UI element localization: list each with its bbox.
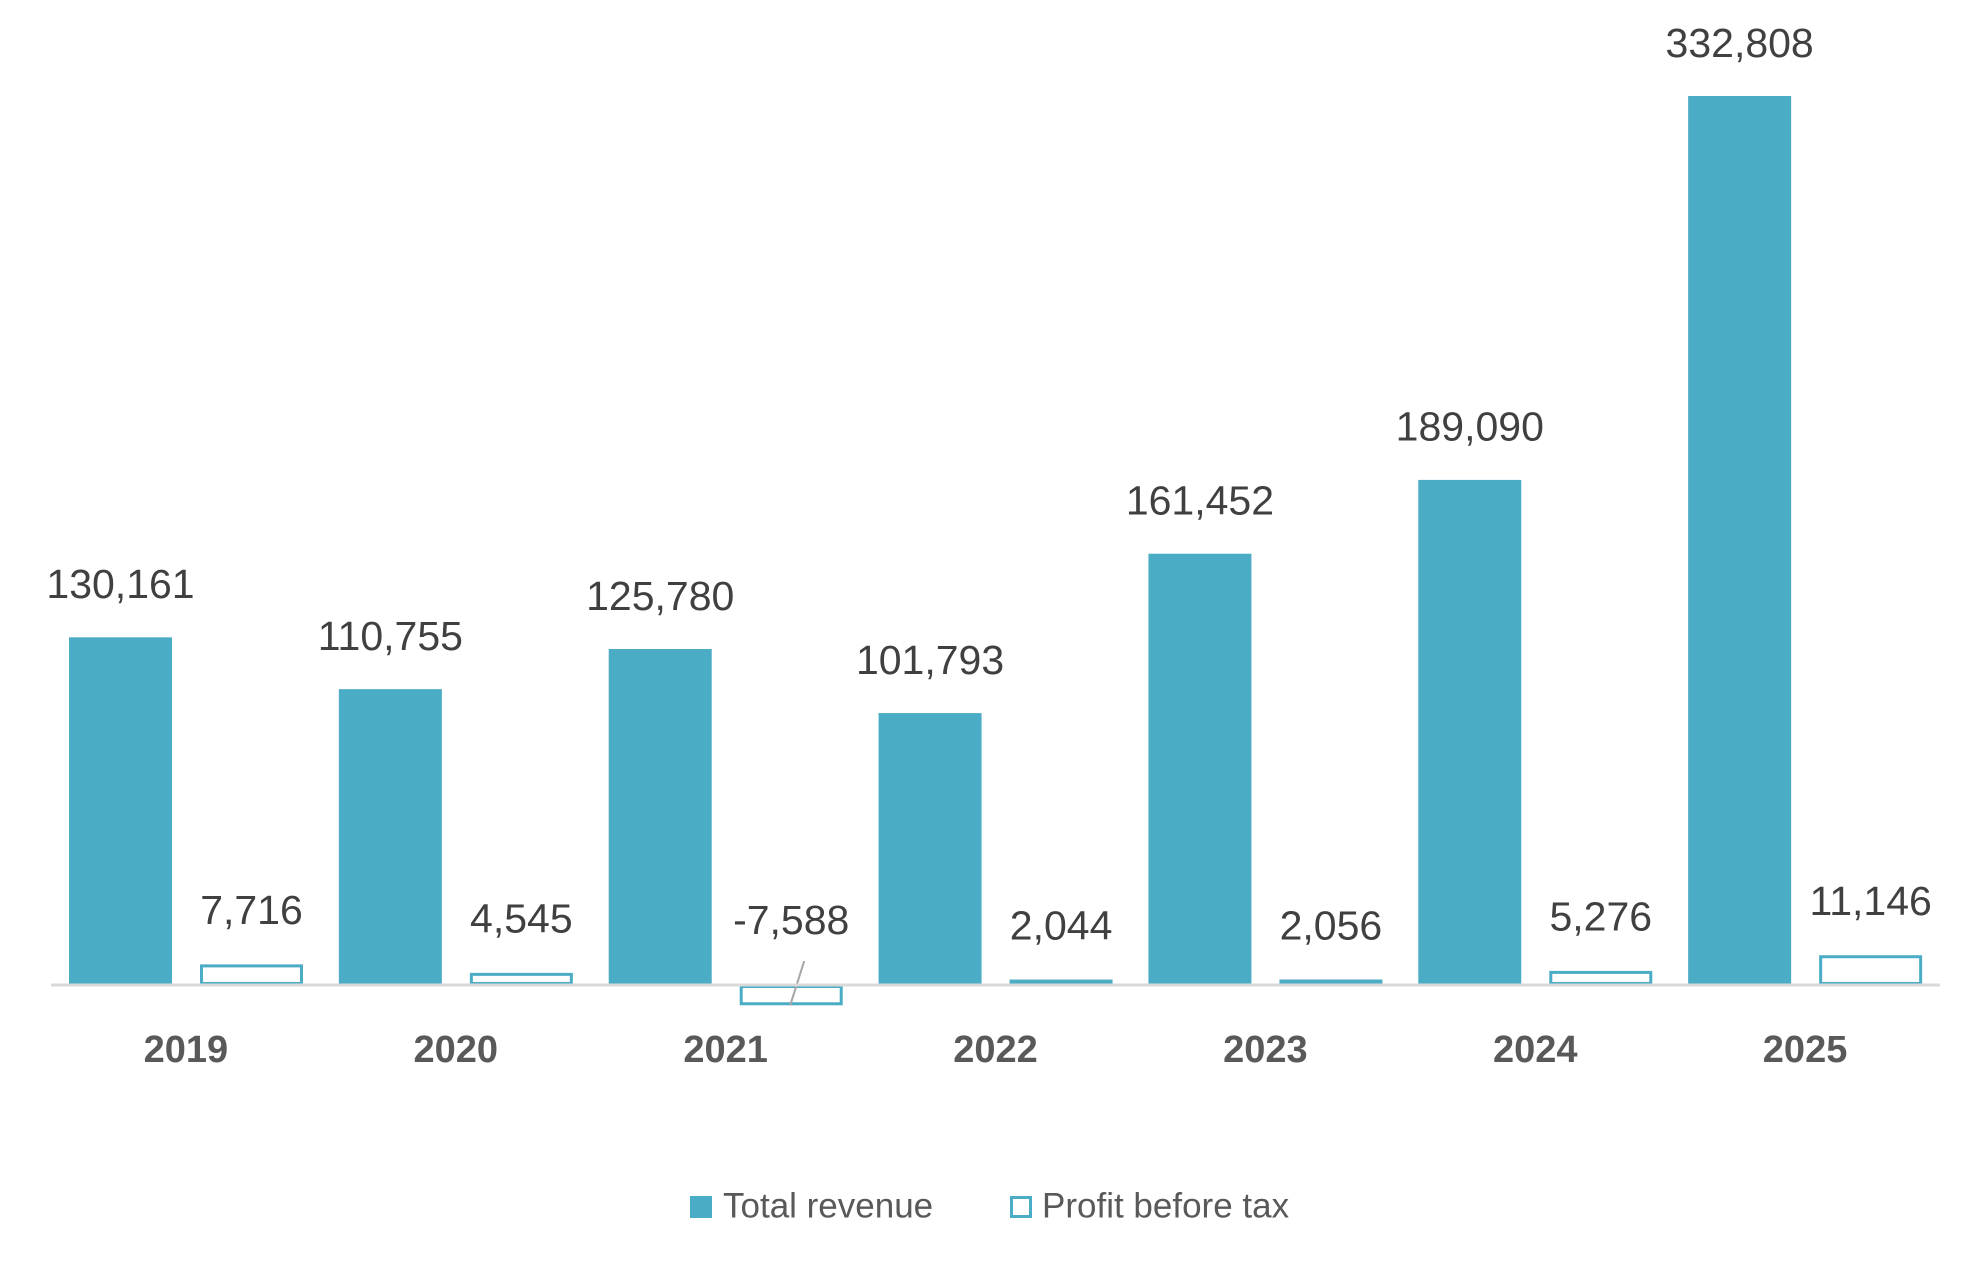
x-tick-label: 2020 (414, 1029, 499, 1071)
leader-line (789, 960, 806, 1006)
revenue-bar (338, 689, 442, 985)
x-tick-label: 2021 (683, 1029, 768, 1071)
profit-data-label: -7,588 (733, 897, 849, 943)
revenue-data-label: 161,452 (1126, 478, 1274, 524)
revenue-data-label: 101,793 (856, 637, 1004, 683)
profit-bar (1279, 979, 1383, 986)
x-tick-label: 2024 (1493, 1029, 1578, 1071)
x-tick-label: 2022 (953, 1029, 1038, 1071)
legend-swatch-profit-before-tax (1010, 1196, 1032, 1218)
profit-data-label: 2,056 (1280, 902, 1383, 948)
profit-bar (1549, 970, 1653, 985)
revenue-data-label: 130,161 (46, 561, 194, 607)
revenue-data-label: 332,808 (1666, 20, 1814, 66)
revenue-data-label: 110,755 (318, 613, 463, 659)
x-tick-label: 2023 (1223, 1029, 1308, 1071)
revenue-data-label: 189,090 (1396, 404, 1544, 450)
revenue-bar (1688, 96, 1792, 985)
profit-data-label: 2,044 (1010, 902, 1113, 948)
revenue-data-label: 125,780 (586, 573, 734, 619)
legend-swatch-total-revenue (690, 1196, 712, 1218)
revenue-bar (608, 649, 712, 985)
profit-data-label: 7,716 (200, 887, 303, 933)
revenue-bar (1418, 479, 1522, 985)
profit-bar (1009, 979, 1113, 985)
profit-data-label: 11,146 (1809, 878, 1931, 924)
x-tick-label: 2025 (1763, 1029, 1848, 1071)
legend-label-total-revenue: Total revenue (723, 1186, 933, 1225)
profit-data-label: 4,545 (470, 896, 573, 942)
revenue-bar (69, 637, 172, 985)
revenue-bar (1148, 553, 1252, 985)
profit-bar (200, 964, 303, 985)
profit-bar (1819, 955, 1923, 985)
legend-label-profit-before-tax: Profit before tax (1042, 1186, 1290, 1225)
x-tick-label: 2019 (144, 1029, 229, 1071)
revenue-bar (878, 713, 982, 985)
profit-data-label: 5,276 (1549, 894, 1652, 940)
profit-bar (469, 972, 573, 986)
